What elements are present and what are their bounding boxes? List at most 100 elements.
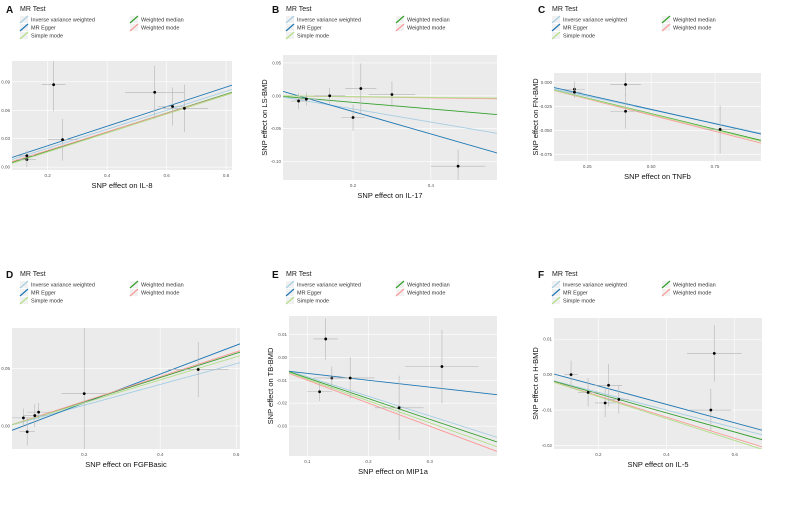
data-point (686, 325, 742, 382)
panel-C: C MR Test Inverse variance weighted Weighte… (531, 0, 799, 265)
point-marker (712, 352, 716, 355)
legend-item-label: Weighted mode (673, 291, 711, 297)
legend-swatch (285, 23, 295, 32)
regression-line (554, 380, 762, 441)
x-tick-label: 0.3 (427, 459, 434, 464)
regression-line (12, 362, 240, 426)
data-point (594, 388, 616, 418)
panel-label: C (538, 5, 545, 16)
panel-label: D (6, 270, 13, 281)
legend-swatch (285, 15, 295, 24)
x-tick-label: 0.2 (365, 459, 372, 464)
regression-line (12, 355, 240, 426)
legend-swatch (551, 23, 561, 32)
regression-line (554, 373, 762, 431)
data-point (290, 93, 307, 109)
legend-item-label: Weighted median (407, 283, 450, 289)
regression-lines (289, 370, 497, 452)
x-tick-label: 0.4 (104, 173, 111, 178)
legend-item-label: Simple mode (563, 299, 595, 305)
legend-swatch (661, 280, 671, 289)
y-tick-label: -0.01 (542, 408, 553, 413)
y-tick-label: 0.03 (1, 136, 10, 141)
y-tick-label: 0.06 (1, 108, 10, 113)
point-marker (183, 106, 186, 110)
x-tick-label: 0.2 (595, 452, 602, 457)
y-tick-label: -0.03 (277, 424, 288, 429)
legend-item-label: Weighted mode (407, 26, 445, 32)
x-axis-title: SNP effect on TNFb (624, 172, 691, 181)
legend-swatch (285, 288, 295, 297)
legend-swatch (395, 23, 405, 32)
x-axis-title: SNP effect on MIP1a (358, 467, 429, 476)
y-tick-label: 0.05 (1, 366, 10, 371)
regression-line (12, 343, 240, 431)
legend-swatch (661, 15, 671, 24)
data-point (341, 104, 365, 131)
point-marker (569, 373, 573, 377)
legend-item-label: Inverse variance weighted (31, 18, 95, 24)
point-marker (25, 154, 29, 158)
point-marker (25, 430, 29, 434)
x-axis-title: SNP effect on IL-8 (91, 181, 152, 190)
point-marker (82, 392, 86, 396)
legend-swatch (285, 296, 295, 305)
regression-line (289, 372, 497, 448)
y-tick-label: 0.00 (1, 165, 10, 170)
y-tick-label: 0.01 (278, 332, 287, 337)
legend-item-label: MR Egger (31, 291, 56, 297)
point-marker (324, 337, 328, 341)
regression-line (283, 96, 497, 134)
x-tick-label: 0.2 (350, 183, 357, 188)
regression-line (554, 89, 761, 142)
x-tick-label: 0.50 (647, 164, 656, 169)
regression-line (289, 372, 497, 452)
legend-title: MR Test (286, 271, 312, 278)
data-point (294, 92, 319, 106)
legend-swatch (19, 288, 29, 297)
point-marker (22, 416, 25, 420)
panel-B: B MR Test Inverse variance weighted Weighte… (260, 0, 532, 265)
data-point (19, 417, 35, 446)
point-marker (297, 99, 300, 103)
data-point (23, 404, 47, 428)
y-axis-title: SNP effect on TB-BMD (266, 347, 275, 424)
point-marker (328, 94, 332, 98)
chart-svg-C: C MR Test Inverse variance weighted Weighte… (531, 5, 761, 181)
panel-label: F (538, 270, 544, 281)
legend-swatch (551, 288, 561, 297)
regression-lines (12, 84, 232, 164)
legend-swatch (19, 15, 29, 24)
regression-line (554, 87, 761, 135)
regression-lines (554, 87, 761, 144)
legend-item-label: Weighted median (407, 18, 450, 24)
y-axis-title: SNP effect on LS-BMD (260, 79, 269, 156)
legend-item-label: Inverse variance weighted (31, 283, 95, 289)
data-point (345, 63, 377, 114)
point-marker (304, 97, 308, 101)
x-axis-title: SNP effect on IL-5 (627, 460, 688, 469)
legend-swatch (19, 23, 29, 32)
data-point (564, 360, 578, 389)
data-point (610, 94, 641, 129)
legend-swatch (551, 31, 561, 40)
point-marker (196, 368, 200, 371)
y-tick-label: 0.000 (541, 80, 553, 85)
legend-swatch (661, 288, 671, 297)
legend-item-label: Weighted median (141, 18, 184, 24)
regression-line (283, 95, 497, 99)
legend-swatch (395, 15, 405, 24)
data-point (704, 105, 736, 154)
regression-line (12, 92, 232, 163)
data-point (325, 357, 375, 399)
data-point (566, 86, 583, 98)
y-tick-label: 0.05 (272, 60, 281, 65)
legend-swatch (129, 288, 139, 297)
legend-item-label: Simple mode (31, 299, 63, 305)
y-tick-label: -0.050 (539, 128, 552, 133)
point-marker (171, 105, 174, 108)
data-point (608, 385, 630, 414)
data-point (313, 318, 338, 360)
legend-swatch (551, 280, 561, 289)
legend-item-label: Weighted median (673, 283, 716, 289)
